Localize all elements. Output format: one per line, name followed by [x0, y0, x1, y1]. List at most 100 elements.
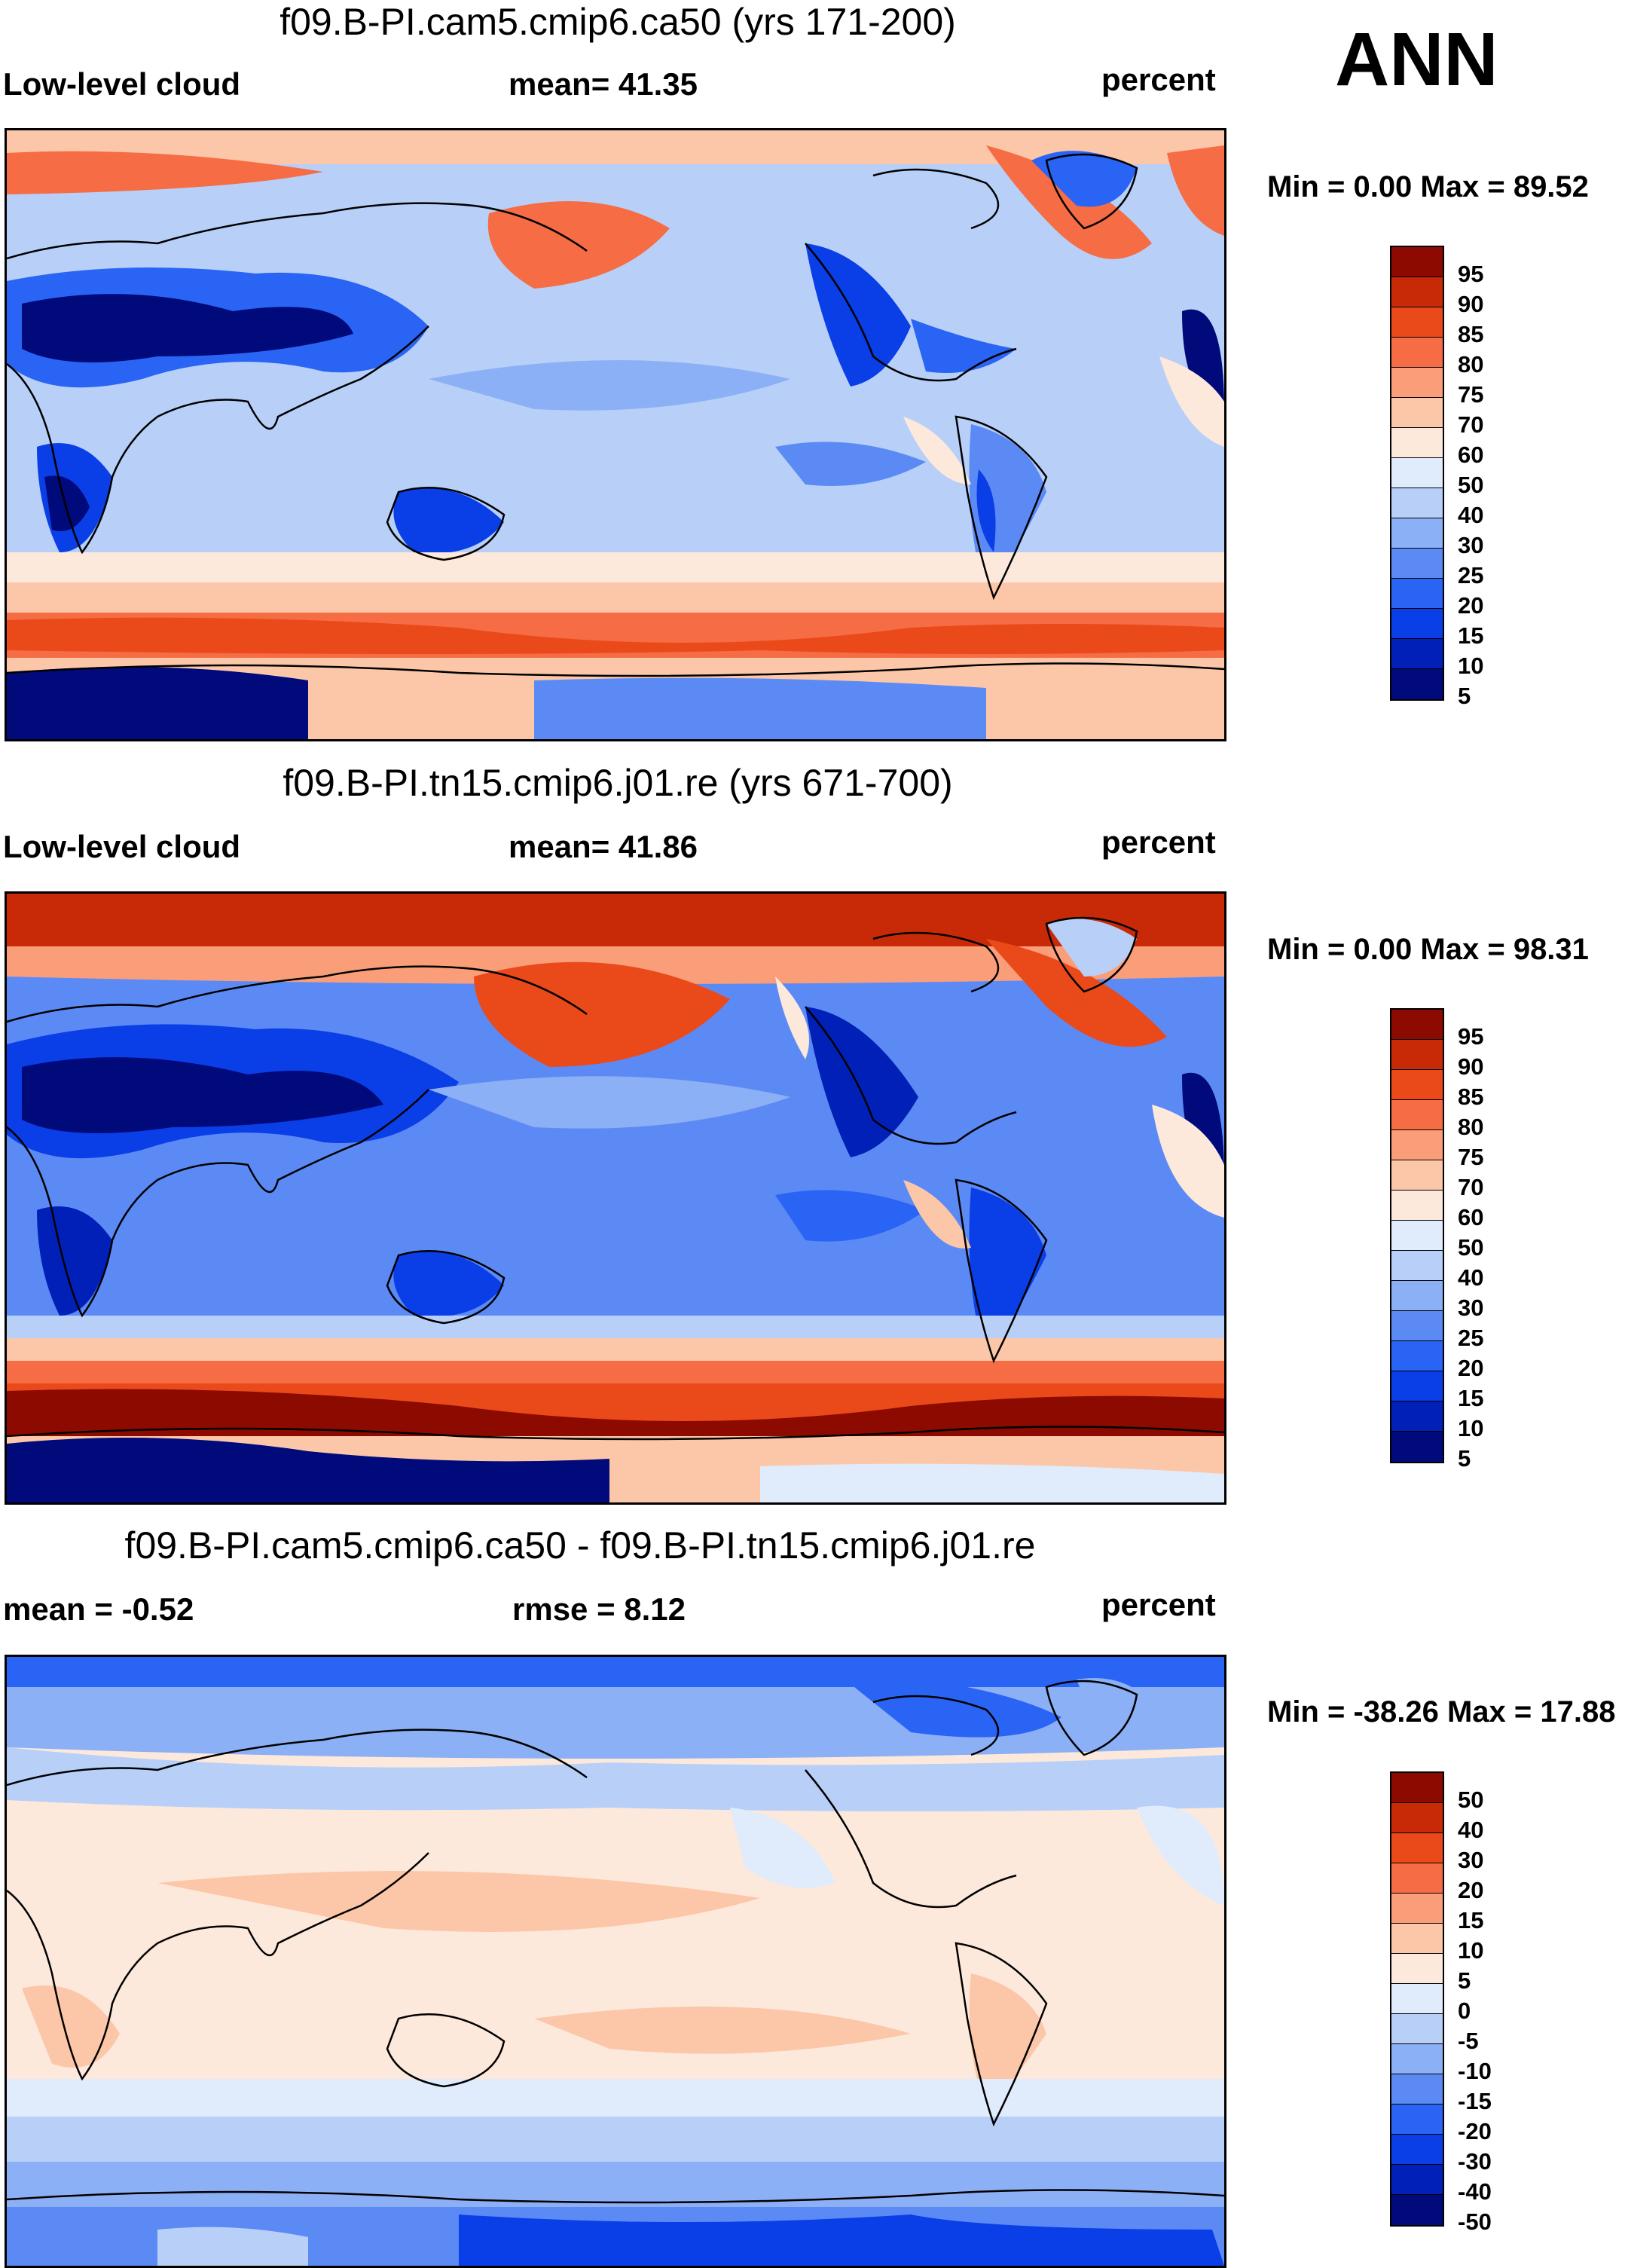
panel-2-colorbar — [1390, 1008, 1444, 1463]
panel-3-swatch — [1391, 1863, 1443, 1894]
panel-1-swatch — [1391, 669, 1443, 699]
colorbar-label: 80 — [1458, 1114, 1484, 1140]
panel-2-swatch — [1391, 1432, 1443, 1462]
panel-1-swatch — [1391, 639, 1443, 669]
panel-2-swatch — [1391, 1160, 1443, 1191]
colorbar-label: 95 — [1458, 261, 1484, 287]
panel-1-units: percent — [1101, 62, 1216, 97]
colorbar-label: 5 — [1458, 1967, 1471, 1994]
colorbar-label: 50 — [1458, 472, 1484, 498]
panel-3-rmse: rmse = 8.12 — [512, 1591, 686, 1627]
panel-2-units: percent — [1101, 824, 1216, 860]
panel-3-swatch — [1391, 1773, 1443, 1803]
colorbar-label: 70 — [1458, 411, 1484, 438]
panel-3-swatch — [1391, 2165, 1443, 2195]
colorbar-label: 5 — [1458, 683, 1471, 709]
panel-3-swatch — [1391, 1984, 1443, 2014]
panel-3-swatch — [1391, 1954, 1443, 1984]
panel-1-swatch — [1391, 277, 1443, 307]
panel-2-swatch — [1391, 1371, 1443, 1401]
panel-3-swatch — [1391, 1833, 1443, 1863]
panel-2-swatch — [1391, 1221, 1443, 1251]
panel-1-swatch — [1391, 307, 1443, 338]
panel-1-swatch — [1391, 488, 1443, 518]
panel-1-swatch — [1391, 247, 1443, 277]
colorbar-label: 30 — [1458, 1847, 1484, 1873]
panel-1-swatch — [1391, 579, 1443, 609]
panel-3-units: percent — [1101, 1587, 1216, 1622]
panel-3-colorbar — [1390, 1771, 1444, 2227]
panel-2-swatch — [1391, 1100, 1443, 1130]
colorbar-label: 10 — [1458, 653, 1484, 679]
colorbar-label: 20 — [1458, 1355, 1484, 1381]
colorbar-label: 25 — [1458, 562, 1484, 588]
panel-1-swatch — [1391, 609, 1443, 639]
panel-2-map — [5, 891, 1226, 1505]
panel-2-swatch — [1391, 1070, 1443, 1100]
panel-1-map — [5, 128, 1226, 741]
colorbar-label: 95 — [1458, 1023, 1484, 1050]
panel-1-variable: Low-level cloud — [3, 66, 241, 102]
panel-3-swatch — [1391, 1803, 1443, 1833]
panel-2-swatch — [1391, 1010, 1443, 1040]
colorbar-label: 60 — [1458, 442, 1484, 468]
panel-2-swatch — [1391, 1191, 1443, 1221]
colorbar-label: 75 — [1458, 381, 1484, 408]
panel-1-swatch — [1391, 518, 1443, 549]
panel-1-swatch — [1391, 549, 1443, 579]
colorbar-label: 80 — [1458, 351, 1484, 377]
panel-3-swatch — [1391, 2195, 1443, 2225]
colorbar-label: 40 — [1458, 1817, 1484, 1843]
panel-2-variable: Low-level cloud — [3, 829, 241, 864]
panel-2-swatch — [1391, 1281, 1443, 1311]
panel-3-minmax: Min = -38.26 Max = 17.88 — [1267, 1695, 1616, 1729]
panel-1-swatch — [1391, 458, 1443, 488]
colorbar-label: -30 — [1458, 2148, 1492, 2175]
colorbar-label: 15 — [1458, 622, 1484, 649]
panel-3-swatch — [1391, 2044, 1443, 2074]
panel-2-title: f09.B-PI.tn15.cmip6.j01.re (yrs 671-700) — [283, 762, 953, 804]
panel-1-swatch — [1391, 368, 1443, 398]
panel-2-swatch — [1391, 1040, 1443, 1070]
panel-3-map — [5, 1655, 1226, 2268]
colorbar-label: -10 — [1458, 2058, 1492, 2084]
colorbar-label: 15 — [1458, 1385, 1484, 1411]
panel-1-swatch — [1391, 398, 1443, 428]
panel-1-colorbar — [1390, 246, 1444, 701]
panel-3-swatch — [1391, 2135, 1443, 2165]
colorbar-label: 70 — [1458, 1174, 1484, 1200]
panel-2-swatch — [1391, 1130, 1443, 1160]
panel-3-title: f09.B-PI.cam5.cmip6.ca50 - f09.B-PI.tn15… — [124, 1524, 1036, 1567]
colorbar-label: 85 — [1458, 321, 1484, 347]
panel-1-swatch — [1391, 338, 1443, 368]
colorbar-label: 10 — [1458, 1937, 1484, 1964]
colorbar-label: 50 — [1458, 1787, 1484, 1813]
colorbar-label: 30 — [1458, 1294, 1484, 1321]
colorbar-label: 40 — [1458, 1264, 1484, 1291]
panel-2-swatch — [1391, 1311, 1443, 1341]
colorbar-label: 85 — [1458, 1084, 1484, 1110]
panel-2-mean: mean= 41.86 — [509, 829, 698, 864]
panel-3-swatch — [1391, 2074, 1443, 2104]
panel-1-title: f09.B-PI.cam5.cmip6.ca50 (yrs 171-200) — [279, 1, 956, 43]
colorbar-label: 10 — [1458, 1415, 1484, 1441]
colorbar-label: 5 — [1458, 1445, 1471, 1472]
colorbar-label: 25 — [1458, 1325, 1484, 1351]
panel-3-swatch — [1391, 2014, 1443, 2044]
panel-3-mean: mean = -0.52 — [3, 1591, 194, 1627]
panel-3-swatch — [1391, 1894, 1443, 1924]
colorbar-label: 90 — [1458, 1053, 1484, 1080]
colorbar-label: -50 — [1458, 2208, 1492, 2235]
colorbar-label: 15 — [1458, 1907, 1484, 1933]
panel-1-minmax: Min = 0.00 Max = 89.52 — [1267, 170, 1589, 203]
panel-3-swatch — [1391, 1924, 1443, 1954]
season-label: ANN — [1335, 17, 1498, 102]
colorbar-label: 20 — [1458, 1877, 1484, 1903]
colorbar-label: -15 — [1458, 2088, 1492, 2114]
colorbar-label: -5 — [1458, 2028, 1479, 2054]
colorbar-label: 60 — [1458, 1204, 1484, 1230]
panel-1-swatch — [1391, 428, 1443, 458]
panel-2-swatch — [1391, 1251, 1443, 1281]
panel-1-mean: mean= 41.35 — [509, 66, 698, 102]
colorbar-label: 0 — [1458, 1997, 1471, 2024]
